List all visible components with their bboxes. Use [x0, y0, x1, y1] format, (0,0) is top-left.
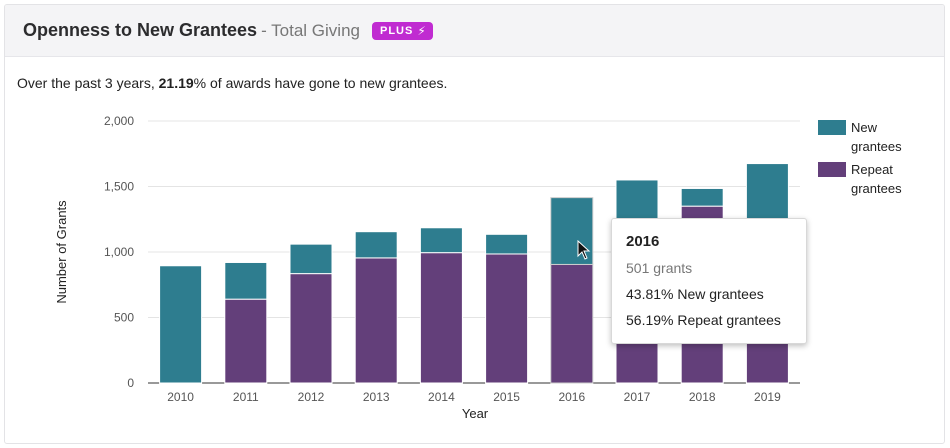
x-tick-label: 2013 [363, 390, 390, 404]
card-header: Openness to New Grantees - Total Giving … [5, 5, 944, 57]
lightning-bolt-icon: ⚡ [417, 23, 427, 38]
bar-new-2016[interactable] [550, 197, 594, 265]
bar-repeat-2014[interactable] [419, 252, 463, 384]
legend-label-new-line1[interactable]: New [851, 120, 878, 135]
x-axis-title: Year [462, 406, 489, 421]
bar-new-2013[interactable] [354, 231, 398, 259]
y-tick-label: 500 [114, 311, 134, 325]
x-tick-label: 2010 [167, 390, 194, 404]
tooltip-new-grantees: 43.81% New grantees [626, 286, 764, 302]
bar-new-2018[interactable] [680, 187, 724, 207]
y-tick-labels: 0 500 1,000 1,500 2,000 [104, 114, 134, 390]
bar-new-2011[interactable] [224, 261, 268, 300]
bar-new-2019[interactable] [745, 163, 789, 222]
summary-text: Over the past 3 years, 21.19% of awards … [17, 75, 447, 91]
tooltip-grant-count: 501 grants [626, 260, 693, 276]
legend-label-repeat-line1[interactable]: Repeat [851, 162, 893, 177]
bar-repeat-2015[interactable] [485, 253, 529, 384]
bar-repeat-2011[interactable] [224, 298, 268, 384]
legend-label-repeat-line2[interactable]: grantees [851, 181, 902, 196]
summary-percentage: 21.19 [158, 75, 194, 91]
summary-suffix: % of awards have gone to new grantees. [193, 75, 448, 91]
bar-repeat-2016[interactable] [550, 263, 594, 384]
y-tick-label: 1,500 [104, 180, 134, 194]
x-tick-label: 2019 [754, 390, 781, 404]
x-tick-label: 2012 [298, 390, 325, 404]
legend-swatch-repeat-grantees[interactable] [818, 162, 846, 177]
y-tick-label: 1,000 [104, 245, 134, 259]
bar-repeat-2013[interactable] [354, 257, 398, 384]
tooltip-repeat-grantees: 56.19% Repeat grantees [626, 312, 781, 328]
legend-swatch-new-grantees[interactable] [818, 120, 846, 135]
x-tick-label: 2018 [689, 390, 716, 404]
x-tick-label: 2011 [233, 390, 259, 404]
bar-new-2014[interactable] [419, 227, 463, 254]
x-tick-labels: 2010 2011 2012 2013 2014 2015 2016 2017 2018 2019 [167, 390, 781, 404]
plus-badge: PLUS ⚡ [371, 21, 433, 40]
y-tick-label: 2,000 [104, 114, 134, 128]
plus-badge-label: PLUS [379, 24, 414, 37]
x-tick-label: 2014 [428, 390, 455, 404]
x-tick-label: 2015 [493, 390, 520, 404]
card-subtitle: - Total Giving [261, 20, 360, 40]
legend[interactable]: New grantees Repeat grantees [818, 120, 902, 196]
x-tick-label: 2017 [624, 390, 651, 404]
mouse-pointer-icon [577, 240, 591, 260]
bar-tooltip: 2016 501 grants 43.81% New grantees 56.1… [611, 218, 807, 344]
tooltip-year: 2016 [626, 233, 660, 250]
legend-label-new-line2[interactable]: grantees [851, 139, 902, 154]
y-axis-title: Number of Grants [54, 200, 69, 304]
x-tick-label: 2016 [558, 390, 585, 404]
bar-new-2015[interactable] [485, 233, 529, 255]
bar-new-2012[interactable] [289, 243, 333, 275]
y-tick-label: 0 [127, 376, 134, 390]
summary-prefix: Over the past 3 years, [17, 75, 159, 91]
bar-repeat-2012[interactable] [289, 273, 333, 384]
card-title: Openness to New Grantees [23, 20, 258, 40]
bar-new-2010[interactable] [159, 265, 203, 384]
